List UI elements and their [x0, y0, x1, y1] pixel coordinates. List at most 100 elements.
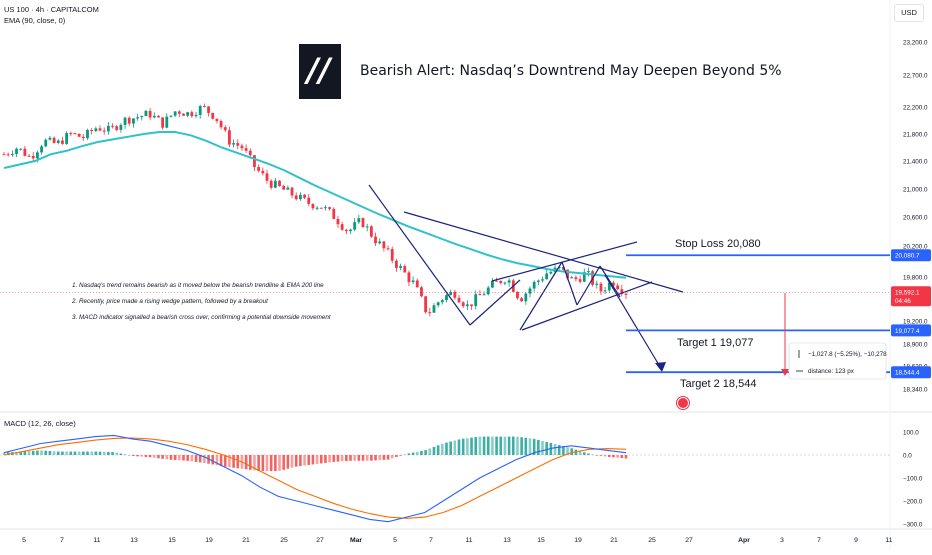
- candle-body: [482, 294, 486, 296]
- candle-body: [461, 302, 465, 307]
- macd-histogram-bar: [595, 455, 599, 456]
- candle-body: [457, 297, 461, 303]
- candle-body: [574, 277, 578, 280]
- candle-body: [357, 218, 361, 223]
- last-price-value: 19,592.1: [895, 290, 920, 297]
- candle-body: [432, 305, 436, 313]
- macd-histogram-bar: [365, 455, 369, 461]
- macd-axis-tick: −200.0: [903, 499, 923, 506]
- macd-histogram-bar: [111, 451, 114, 455]
- candle-body: [298, 194, 302, 200]
- macd-histogram-bar: [395, 455, 398, 458]
- candle-body: [349, 229, 352, 232]
- candle-body: [332, 208, 336, 219]
- macd-histogram-bar: [449, 441, 452, 455]
- trendline: [576, 265, 601, 306]
- macd-histogram-bar: [253, 455, 256, 471]
- candle-body: [411, 280, 415, 283]
- macd-histogram-bar: [269, 455, 273, 472]
- candle-body: [194, 114, 198, 117]
- candle-body: [65, 133, 69, 144]
- target1-line-tag: [891, 324, 931, 337]
- candle-body: [549, 271, 553, 274]
- macd-histogram-bar: [474, 437, 478, 455]
- price-axis-tick: 19,200.0: [903, 319, 928, 326]
- macd-histogram-bar: [570, 448, 574, 455]
- candle-body: [127, 117, 131, 124]
- trendline: [368, 184, 471, 326]
- candle-body: [202, 105, 206, 107]
- macd-histogram-bar: [495, 436, 498, 455]
- candle-body: [86, 129, 89, 139]
- candle-body: [390, 249, 394, 261]
- trendline: [403, 211, 684, 293]
- macd-histogram-bar: [457, 439, 461, 455]
- time-axis-tick: 19: [205, 537, 213, 544]
- macd-histogram-bar: [274, 455, 277, 472]
- candle-body: [119, 124, 123, 130]
- candle-body: [19, 148, 23, 150]
- macd-histogram-bar: [562, 446, 565, 455]
- candle-body: [495, 280, 498, 282]
- time-axis-tick: 9: [854, 537, 858, 544]
- candle-body: [186, 112, 190, 116]
- us-flag-event-icon[interactable]: [677, 397, 689, 409]
- time-axis-tick: 19: [574, 537, 582, 544]
- candle-body: [395, 260, 398, 268]
- macd-histogram-bar: [198, 455, 202, 463]
- macd-histogram-bar: [603, 455, 607, 457]
- candle-body: [595, 283, 599, 285]
- candle-body: [440, 300, 444, 303]
- macd-histogram-bar: [123, 454, 127, 456]
- macd-histogram-bar: [411, 452, 415, 455]
- macd-histogram-bar: [194, 455, 198, 462]
- candle-body: [10, 153, 14, 155]
- candle-body: [399, 266, 402, 268]
- time-axis-tick: Mar: [350, 537, 362, 544]
- macd-histogram-bar: [132, 455, 135, 457]
- candle-body: [612, 282, 615, 286]
- candle-body: [353, 222, 357, 230]
- macd-histogram-bar: [370, 455, 373, 461]
- macd-line: [3, 434, 627, 523]
- time-axis-tick: 5: [22, 537, 26, 544]
- candle-body: [340, 224, 344, 230]
- candle-body: [219, 121, 223, 128]
- macd-histogram-bar: [203, 455, 206, 463]
- time-axis-tick: 21: [242, 537, 250, 544]
- ema-indicator-label[interactable]: EMA (90, close, 0): [4, 16, 66, 25]
- currency-button[interactable]: USD: [894, 4, 924, 22]
- price-axis-tick: 19,800.0: [903, 275, 928, 282]
- macd-histogram-bar: [524, 437, 528, 455]
- ema-line: [3, 131, 627, 279]
- candle-body: [603, 290, 607, 292]
- candle-body: [269, 180, 273, 188]
- measure-box: [788, 342, 887, 380]
- trendline: [491, 241, 638, 282]
- trendline: [599, 265, 621, 298]
- macd-indicator-label[interactable]: MACD (12, 26, close): [4, 419, 76, 428]
- macd-axis-tick: 100.0: [903, 430, 919, 437]
- macd-histogram-bar: [616, 455, 619, 458]
- candle-body: [382, 241, 386, 249]
- macd-histogram-bar: [599, 455, 603, 456]
- macd-histogram-bar: [223, 455, 227, 467]
- candle-body: [90, 129, 94, 132]
- candle-body: [516, 291, 519, 299]
- macd-histogram-bar: [357, 455, 361, 461]
- macd-histogram-bar: [482, 436, 486, 455]
- macd-histogram-bar: [378, 455, 382, 461]
- candle-body: [211, 112, 215, 119]
- macd-histogram-bar: [620, 455, 624, 459]
- macd-histogram-bar: [161, 455, 164, 459]
- candle-body: [73, 133, 77, 135]
- measure-distance-text: distance: 123 px: [808, 368, 855, 375]
- time-axis-tick: 11: [93, 537, 100, 544]
- candle-body: [27, 155, 31, 157]
- macd-histogram-bar: [537, 439, 540, 455]
- candle-body: [165, 116, 169, 128]
- trendline: [604, 274, 663, 371]
- candle-body: [578, 279, 582, 282]
